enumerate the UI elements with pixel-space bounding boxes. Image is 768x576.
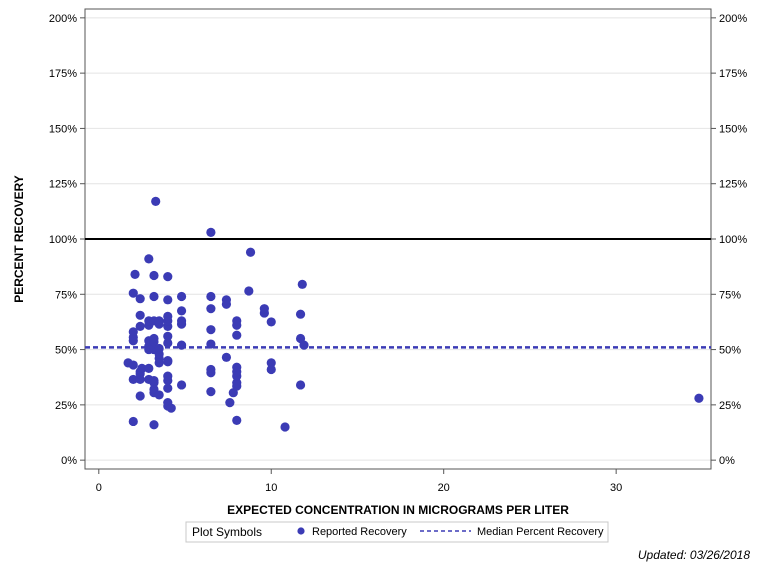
x-axis-title: EXPECTED CONCENTRATION IN MICROGRAMS PER… (227, 503, 569, 517)
data-point (163, 271, 173, 282)
data-point (137, 363, 147, 373)
legend: Plot Symbols Reported Recovery Median Pe… (185, 521, 609, 543)
data-point (163, 338, 173, 348)
data-point (232, 316, 242, 326)
data-point (176, 316, 187, 326)
y-tick-label-right: 50% (719, 345, 741, 357)
data-point (206, 304, 216, 314)
data-point (128, 327, 138, 337)
y-tick-label-left: 75% (55, 289, 77, 301)
data-point (225, 398, 235, 408)
data-point (128, 360, 138, 370)
data-point (259, 304, 269, 314)
x-tick-label: 10 (265, 482, 277, 494)
y-axis-title: PERCENT RECOVERY (12, 175, 26, 303)
y-tick-label-right: 200% (719, 13, 747, 25)
reference-lines (85, 238, 711, 349)
data-point (166, 403, 176, 413)
axis-ticks: 0% 0% 25% 25% 50% 50% 75% 75% 100% 100% 125% 125% 15… (49, 13, 747, 494)
data-point (206, 386, 216, 397)
data-point (176, 306, 187, 316)
data-point (280, 422, 290, 432)
legend-label-median-percent-recovery: Median Percent Recovery (477, 526, 604, 538)
data-point (163, 295, 173, 305)
data-point (135, 294, 145, 304)
data-point (266, 364, 276, 375)
data-point (135, 321, 145, 331)
data-point (206, 325, 216, 335)
data-point (232, 378, 242, 388)
data-point (232, 362, 242, 372)
data-point (244, 286, 254, 296)
data-point (163, 331, 173, 341)
legend-box (185, 521, 609, 543)
x-tick-label: 20 (438, 482, 450, 494)
data-point (295, 309, 306, 319)
data-point (163, 371, 173, 381)
y-tick-label-left: 150% (49, 123, 77, 135)
data-point (149, 375, 159, 386)
data-point (149, 291, 159, 302)
data-point (206, 291, 216, 302)
y-tick-label-right: 100% (719, 234, 747, 246)
data-point (128, 374, 138, 385)
data-point (245, 247, 256, 257)
data-point (266, 317, 276, 327)
data-point (163, 383, 173, 393)
data-point (130, 269, 140, 279)
updated-footnote: Updated: 03/26/2018 (637, 548, 750, 562)
data-point (295, 380, 306, 390)
data-point (149, 333, 159, 344)
y-tick-label-left: 100% (49, 234, 77, 246)
y-tick-label-right: 175% (719, 68, 747, 80)
y-tick-label-left: 50% (55, 345, 77, 357)
data-point (135, 310, 145, 320)
data-point (144, 254, 154, 264)
data-point (163, 356, 173, 366)
x-tick-label: 0 (96, 482, 102, 494)
y-tick-label-right: 0% (719, 455, 735, 467)
data-point (149, 270, 159, 281)
data-point (176, 380, 187, 390)
data-point (135, 391, 145, 401)
data-point (128, 288, 138, 298)
data-point (694, 393, 704, 403)
data-point (206, 227, 216, 237)
data-point (151, 196, 161, 207)
legend-label-reported-recovery: Reported Recovery (312, 526, 407, 538)
data-point (221, 295, 232, 305)
x-tick-label: 30 (610, 482, 622, 494)
data-point (221, 352, 232, 362)
legend-marker-reported-recovery (297, 527, 305, 535)
data-point (176, 340, 187, 350)
data-point (176, 291, 187, 302)
data-point (163, 311, 173, 322)
legend-title: Plot Symbols (192, 525, 262, 539)
data-point (128, 416, 138, 427)
data-point (297, 279, 307, 289)
y-tick-label-left: 200% (49, 13, 77, 25)
data-point (149, 420, 159, 430)
data-point (232, 330, 242, 340)
y-tick-label-left: 125% (49, 179, 77, 191)
y-tick-label-right: 125% (719, 179, 747, 191)
data-point (206, 364, 216, 375)
data-point (232, 415, 242, 425)
data-point (154, 343, 164, 354)
data-point (206, 339, 216, 349)
data-point (154, 390, 164, 400)
data-point (266, 358, 276, 368)
data-point (299, 340, 309, 350)
y-tick-label-left: 175% (49, 68, 77, 80)
y-tick-label-right: 25% (719, 400, 741, 412)
y-tick-label-right: 150% (719, 123, 747, 135)
y-tick-label-right: 75% (719, 289, 741, 301)
y-tick-label-left: 0% (61, 455, 77, 467)
data-point (154, 316, 164, 326)
data-points (123, 196, 704, 432)
y-tick-label-left: 25% (55, 400, 77, 412)
data-point (144, 363, 154, 373)
